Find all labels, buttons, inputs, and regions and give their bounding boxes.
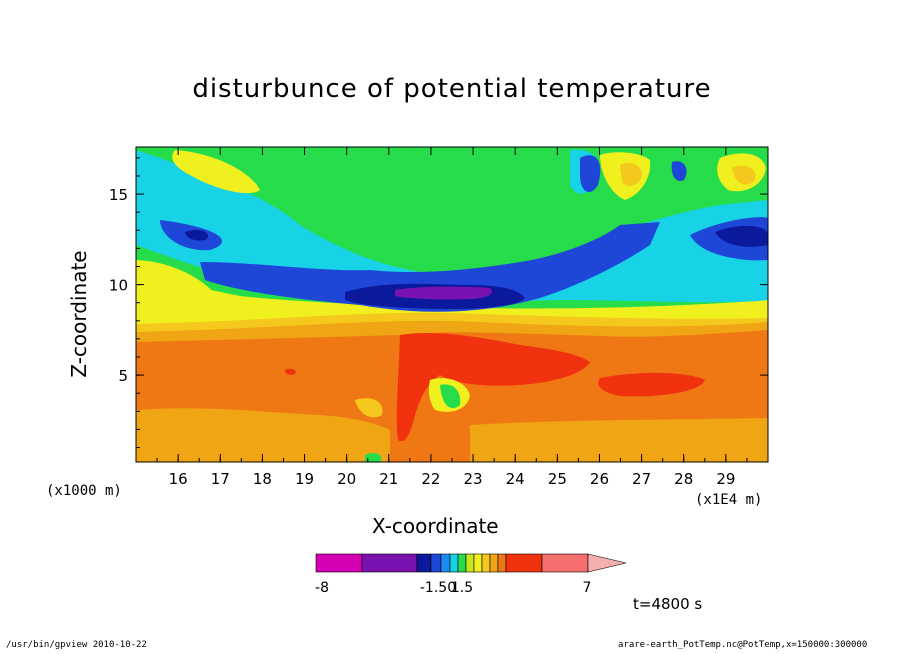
x-tick-label: 24 xyxy=(506,470,525,488)
band-yellow-left xyxy=(136,260,222,322)
blob-blue-right2 xyxy=(671,161,687,181)
colorbar-swatch xyxy=(481,553,491,573)
colorbar-swatch xyxy=(440,553,451,573)
y-axis-label: Z-coordinate xyxy=(67,250,91,378)
band-darkblue-right xyxy=(715,225,768,247)
colorbar-arrow xyxy=(587,553,627,573)
colorbar-swatch xyxy=(465,553,475,573)
colorbar-label: -1.50 xyxy=(420,580,456,596)
x-tick-label: 29 xyxy=(716,470,735,488)
blob-yellow-low xyxy=(355,398,383,418)
x-tick-label: 28 xyxy=(674,470,693,488)
colorbar-label: 1.5 xyxy=(451,580,473,596)
colorbar-swatch xyxy=(497,553,507,573)
colorbar-swatch xyxy=(430,553,442,573)
x-tick-label: 17 xyxy=(211,470,230,488)
blob-green-bottom xyxy=(365,452,382,462)
x-unit-left: (x1000 m) xyxy=(46,483,122,499)
blob-orange-top-2 xyxy=(732,165,756,185)
band-purple xyxy=(395,286,492,300)
band-red-main xyxy=(396,333,590,442)
x-tick-label: 25 xyxy=(548,470,567,488)
footer-program: /usr/bin/gpview 2010-10-22 xyxy=(6,640,147,650)
y-axis-label-wrap: Z-coordinate xyxy=(64,240,94,390)
blob-green-core xyxy=(440,384,461,409)
colorbar-swatch xyxy=(489,553,499,573)
band-orange-low-right xyxy=(470,418,768,462)
x-tick-label: 22 xyxy=(421,470,440,488)
colorbar-swatch xyxy=(541,553,589,573)
time-label: t=4800 s xyxy=(633,595,703,613)
band-orange-low xyxy=(136,408,390,462)
y-axis: 5 10 15 xyxy=(109,157,768,449)
colorbar-swatch xyxy=(361,553,418,573)
x-tick-label: 18 xyxy=(253,470,272,488)
footer-source: arare-earth_PotTemp.nc@PotTemp,x=150000:… xyxy=(618,640,868,650)
blob-yellow-top-left xyxy=(172,150,260,194)
chart-title: disturbunce of potential temperature xyxy=(192,74,712,104)
x-tick-label: 16 xyxy=(169,470,188,488)
blob-blue-right xyxy=(580,155,601,193)
band-darkblue-left xyxy=(185,229,209,241)
colorbar-swatch xyxy=(449,553,459,573)
x-tick-label: 21 xyxy=(379,470,398,488)
y-tick-label: 15 xyxy=(109,186,128,204)
colorbar-swatch xyxy=(505,553,543,573)
band-red-right xyxy=(598,372,705,397)
y-tick-label: 10 xyxy=(109,277,128,295)
colorbar-label: 7 xyxy=(583,580,592,596)
x-tick-label: 23 xyxy=(464,470,483,488)
x-tick-label: 26 xyxy=(590,470,609,488)
x-tick-label: 19 xyxy=(295,470,314,488)
band-red-small xyxy=(284,368,296,375)
colorbar: -8 -1.501.5 7 xyxy=(315,553,627,596)
x-tick-label: 20 xyxy=(337,470,356,488)
x-tick-label: 27 xyxy=(632,470,651,488)
x-axis-label: X-coordinate xyxy=(372,514,499,538)
heatmap-field xyxy=(136,147,768,462)
colorbar-swatch xyxy=(457,553,467,573)
band-blue-main xyxy=(200,222,660,312)
y-tick-label: 5 xyxy=(118,367,128,385)
colorbar-swatch xyxy=(315,553,363,573)
blob-orange-top-1 xyxy=(620,162,642,186)
x-unit-right: (x1E4 m) xyxy=(695,492,763,508)
colorbar-label: -8 xyxy=(315,580,329,596)
x-axis: 16 17 18 19 20 21 22 23 24 25 26 27 28 29 xyxy=(135,147,769,488)
colorbar-swatch xyxy=(416,553,432,573)
colorbar-swatch xyxy=(473,553,483,573)
